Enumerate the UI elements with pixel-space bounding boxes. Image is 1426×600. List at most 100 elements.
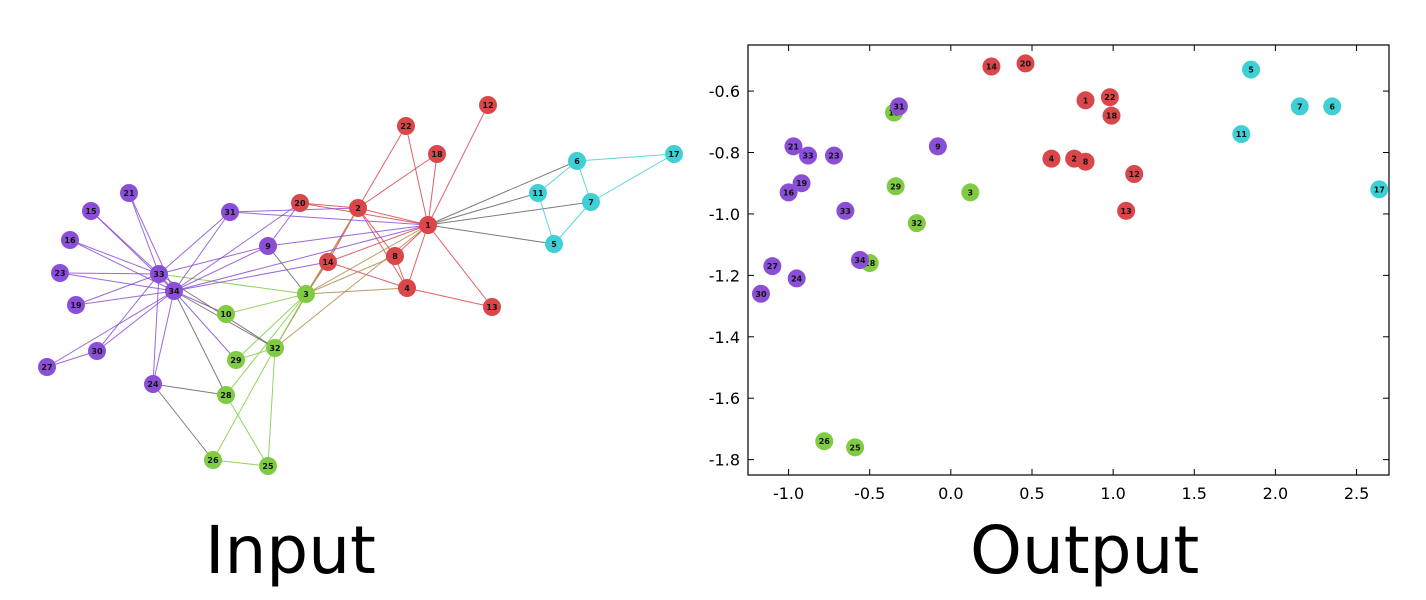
scatter-point-label: 16 [783,188,795,197]
scatter-point-6 [1323,97,1342,116]
scatter-point-31 [889,97,908,116]
graph-edge-24-28 [152,383,227,396]
graph-edge-16-33 [69,239,160,275]
scatter-point-3 [961,183,980,202]
graph-node-label: 8 [392,252,398,261]
graph-node-label: 30 [91,347,103,356]
graph-node-label: 6 [574,157,580,166]
scatter-point-label: 18 [1106,112,1118,121]
output-scatter-panel: -1.0 -0.5 0.0 0.5 1.0 1.5 2.0 2.5 -0.6 -0.8 -1.0-… [700,0,1426,520]
input-graph-panel: 1 2 4 8 12 13 14 18 20 22 5 6 7 11 17 3 10 25 26 28 29 32 9 15 1… [0,0,700,520]
scatter-point-label: 25 [850,443,862,452]
graph-edge-27-34 [46,290,175,368]
x-tick-label: -1.0 [773,484,804,503]
graph-node-32 [266,339,284,357]
graph-node-18 [428,145,446,163]
scatter-point-label: 27 [767,262,778,271]
graph-edge-30-33 [96,273,160,352]
network-graph: 1248121314182022567111731025262829329151… [38,96,683,475]
scatter-point-32 [907,214,926,233]
y-tick-label: -1.2 [709,266,740,285]
scatter-point-label: 19 [796,179,808,188]
graph-node-label: 7 [588,198,594,207]
graph-node-14 [319,253,337,271]
scatter-point-14 [982,57,1001,76]
scatter-point-22 [1100,88,1119,107]
graph-edge-1-22 [405,125,429,226]
y-tick-label: -1.0 [709,205,740,224]
graph-node-6 [568,152,586,170]
graph-edge-1-13 [427,224,493,308]
scatter-point-33 [799,146,818,165]
y-tick-label: -1.6 [709,389,740,408]
graph-node-label: 25 [262,462,274,471]
graph-edge-26-32 [212,347,276,461]
graph-edge-1-5 [427,224,555,245]
graph-node-label: 20 [294,199,306,208]
graph-edge-25-32 [267,347,276,467]
x-tick-label: 1.0 [1100,484,1125,503]
graph-node-label: 28 [220,391,232,400]
graph-node-label: 21 [123,189,135,198]
x-tick-label: 1.5 [1182,484,1207,503]
graph-node-label: 19 [70,301,82,310]
y-tick-label: -1.4 [709,328,740,347]
scatter-point-label: 4 [1049,155,1055,164]
graph-edge-29-34 [173,290,237,361]
scatter-point-19 [792,174,811,193]
graph-edge-4-13 [406,287,493,308]
graph-edge-9-34 [173,245,269,292]
scatter-point-label: 1 [1083,96,1089,105]
graph-node-label: 15 [85,207,97,216]
graph-edge-1-3 [305,224,429,295]
scatter-point-1 [1076,91,1095,110]
graph-edge-9-33 [158,245,269,275]
input-caption: Input [205,512,376,589]
scatter-point-16 [779,183,798,202]
graph-node-label: 9 [265,242,271,251]
graph-node-label: 3 [303,290,309,299]
graph-node-label: 31 [224,208,236,217]
graph-edge-14-34 [173,261,329,292]
graph-node-29 [227,351,245,369]
scatter-point-9 [928,137,947,156]
scatter-point-label: 30 [755,290,767,299]
graph-edge-31-33 [158,211,231,275]
scatter-point-label: 26 [819,437,831,446]
graph-node-8 [386,247,404,265]
graph-edge-1-2 [357,207,429,226]
scatter-point-label: 9 [935,142,941,151]
scatter-point-label: 11 [1236,130,1248,139]
graph-node-28 [217,386,235,404]
scatter-point-label: 33 [840,207,851,216]
graph-edge-30-34 [96,290,175,352]
graph-node-4 [398,279,416,297]
scatter-point-12 [1125,165,1144,183]
scatter-point-label: 6 [1329,102,1335,111]
graph-edge-9-3 [267,245,307,295]
scatter-point-label: 29 [890,182,902,191]
graph-node-label: 17 [668,150,679,159]
graph-node-22 [397,117,415,135]
graph-edges [46,104,675,467]
graph-node-2 [349,199,367,217]
y-tick-label: -0.6 [709,82,740,101]
graph-node-label: 33 [153,270,164,279]
graph-node-17 [665,145,683,163]
scatter-point-29 [886,177,905,196]
scatter-point-20 [1016,54,1035,73]
graph-edge-1-6 [427,160,578,226]
x-axis-ticks: -1.0 -0.5 0.0 0.5 1.0 1.5 2.0 2.5 [773,45,1369,503]
graph-node-9 [259,237,277,255]
graph-node-label: 13 [486,303,497,312]
graph-edge-23-34 [59,272,175,292]
graph-edge-24-26 [152,383,214,461]
graph-node-19 [67,296,85,314]
scatter-point-label: 34 [854,256,866,265]
graph-node-label: 12 [482,101,493,110]
graph-node-label: 11 [532,189,544,198]
graph-edge-4-3 [305,287,408,295]
y-tick-label: -0.8 [709,144,740,163]
scatter-point-label: 23 [828,152,839,161]
graph-edge-19-33 [75,273,160,306]
